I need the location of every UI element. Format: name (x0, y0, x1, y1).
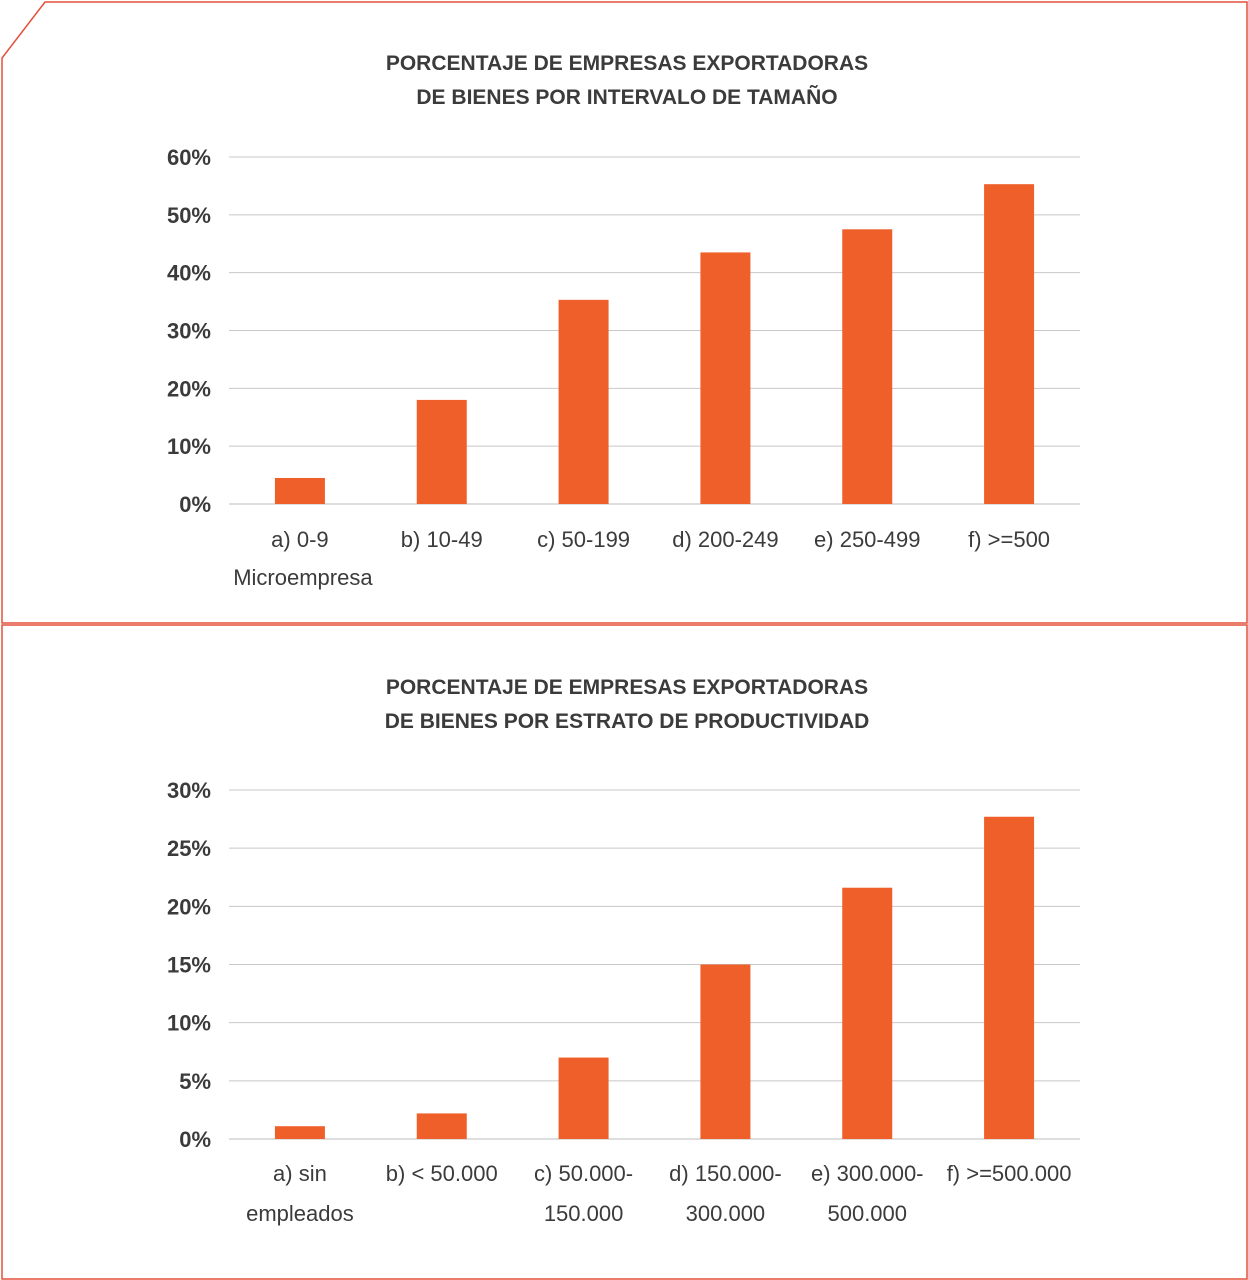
panel-frame (1, 1, 1248, 624)
bar (842, 229, 893, 504)
y-tick-label: 10% (167, 434, 211, 459)
x-category-label: 500.000 (827, 1201, 907, 1226)
y-tick-label: 40% (167, 261, 211, 286)
bar (558, 1057, 609, 1139)
bar (416, 1113, 467, 1139)
bar (700, 964, 751, 1139)
bar (842, 887, 893, 1139)
bar-chart-size: PORCENTAJE DE EMPRESAS EXPORTADORAS DE BI… (1, 1, 1248, 624)
bar (274, 1126, 325, 1139)
x-category-label: b) < 50.000 (386, 1161, 498, 1186)
y-tick-label: 25% (167, 836, 211, 861)
x-category-label: e) 300.000- (811, 1161, 924, 1186)
x-category-label: e) 250-499 (814, 527, 920, 552)
chart-title-line: PORCENTAJE DE EMPRESAS EXPORTADORAS (386, 52, 868, 75)
x-category-label: f) >=500 (968, 527, 1050, 552)
x-category-label: b) 10-49 (401, 527, 483, 552)
chart-title-line: DE BIENES POR INTERVALO DE TAMAÑO (416, 86, 837, 109)
chart-panel-productivity: PORCENTAJE DE EMPRESAS EXPORTADORAS DE BI… (0, 624, 1248, 1280)
y-tick-label: 0% (179, 1127, 211, 1152)
x-category-label: c) 50.000- (534, 1161, 633, 1186)
bar (700, 252, 751, 504)
panel-frame (1, 624, 1248, 1280)
bar (984, 816, 1035, 1139)
y-tick-label: 5% (179, 1069, 211, 1094)
x-category-label: a) 0-9 (271, 527, 328, 552)
x-category-label: 150.000 (544, 1201, 624, 1226)
y-tick-label: 30% (167, 319, 211, 344)
y-tick-label: 10% (167, 1011, 211, 1036)
y-tick-label: 30% (167, 778, 211, 803)
chart-title-line: PORCENTAJE DE EMPRESAS EXPORTADORAS (386, 676, 868, 699)
x-category-label: d) 200-249 (672, 527, 778, 552)
x-category-label: empleados (246, 1201, 354, 1226)
bar (984, 184, 1035, 504)
bar (274, 477, 325, 504)
x-category-label: c) 50-199 (537, 527, 630, 552)
bar (558, 299, 609, 504)
x-category-label: 300.000 (686, 1201, 766, 1226)
bar (416, 399, 467, 504)
y-tick-label: 50% (167, 203, 211, 228)
bar-chart-productivity: PORCENTAJE DE EMPRESAS EXPORTADORAS DE BI… (1, 624, 1248, 1280)
y-tick-label: 20% (167, 376, 211, 401)
x-category-label: f) >=500.000 (947, 1161, 1072, 1186)
y-tick-label: 20% (167, 894, 211, 919)
chart-title-line: DE BIENES POR ESTRATO DE PRODUCTIVIDAD (385, 710, 870, 733)
x-category-label: Microempresa (233, 565, 373, 590)
x-category-label: a) sin (273, 1161, 327, 1186)
y-tick-label: 15% (167, 953, 211, 978)
chart-panel-size: PORCENTAJE DE EMPRESAS EXPORTADORAS DE BI… (0, 0, 1248, 624)
y-tick-label: 0% (179, 492, 211, 517)
x-category-label: d) 150.000- (669, 1161, 782, 1186)
y-tick-label: 60% (167, 145, 211, 170)
